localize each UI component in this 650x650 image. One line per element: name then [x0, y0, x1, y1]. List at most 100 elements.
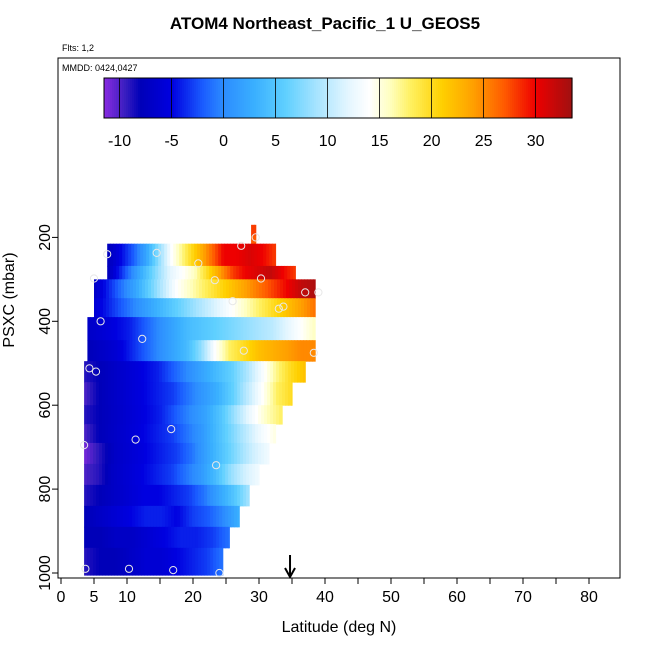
- heatmap-cell-r16: [153, 526, 157, 549]
- heatmap-cell-r2: [260, 243, 264, 267]
- heatmap-cell-r5: [241, 298, 245, 318]
- heatmap-cell-r5: [94, 298, 98, 318]
- x-tick-label: 70: [514, 589, 532, 606]
- heatmap-cell-r5: [130, 298, 134, 318]
- heatmap-cell-r10: [231, 405, 235, 425]
- heatmap-cell-r17: [132, 547, 136, 576]
- heatmap-cell-r8: [213, 361, 217, 383]
- heatmap-cell-r8: [132, 361, 136, 383]
- heatmap-cell-r9: [114, 382, 118, 406]
- colorbar-segment: [506, 78, 509, 118]
- heatmap-cell-r6: [198, 317, 202, 341]
- heatmap-cell-r5: [307, 298, 311, 318]
- heatmap-cell-r11: [150, 424, 154, 444]
- heatmap-cell-r17: [117, 547, 121, 576]
- heatmap-cell-r10: [159, 405, 163, 425]
- heatmap-cell-r15: [183, 505, 187, 528]
- heatmap-cell-r11: [270, 424, 274, 444]
- heatmap-cell-r2: [116, 243, 120, 267]
- heatmap-cell-r9: [237, 382, 241, 406]
- heatmap-cell-r15: [213, 505, 217, 528]
- heatmap-cell-r10: [180, 405, 184, 425]
- heatmap-cell-r7: [123, 340, 127, 362]
- colorbar-segment: [342, 78, 345, 118]
- heatmap-cell-r12: [258, 442, 262, 465]
- heatmap-cell-r8: [153, 361, 157, 383]
- heatmap-cell-r11: [177, 424, 181, 444]
- heatmap-cell-r6: [267, 317, 271, 341]
- colorbar-segment: [278, 78, 281, 118]
- heatmap-cell-r14: [237, 484, 241, 507]
- heatmap-cell-r14: [159, 484, 163, 507]
- heatmap-cell-r9: [84, 382, 88, 406]
- heatmap-cell-r6: [231, 317, 235, 341]
- colorbar-segment: [246, 78, 249, 118]
- colorbar-segment: [478, 78, 481, 118]
- heatmap-cell-r13: [162, 463, 166, 486]
- heatmap-cell-r10: [186, 405, 190, 425]
- heatmap-cell-r8: [276, 361, 280, 383]
- heatmap-cell-r14: [204, 484, 208, 507]
- heatmap-cell-r5: [232, 298, 236, 318]
- heatmap-cell-r14: [147, 484, 151, 507]
- colorbar-tick-label: 30: [527, 133, 545, 150]
- heatmap-cell-r17: [189, 547, 193, 576]
- heatmap-cell-r10: [171, 405, 175, 425]
- colorbar-frame: [103, 77, 573, 119]
- heatmap-cell-r6: [180, 317, 184, 341]
- heatmap-cell-r7: [189, 340, 193, 362]
- heatmap-cell-r12: [207, 442, 211, 465]
- heatmap-cell-r3: [176, 265, 180, 280]
- colorbar-segment: [410, 78, 413, 118]
- heatmap-cell-r12: [84, 442, 88, 465]
- heatmap-cell-r10: [195, 405, 199, 425]
- heatmap-cell-r13: [252, 463, 256, 486]
- heatmap-cell-r3: [245, 265, 249, 280]
- heatmap-cell-r4: [247, 279, 251, 299]
- heatmap-cell-r7: [132, 340, 136, 362]
- heatmap-cell-r7: [291, 340, 295, 362]
- heatmap-cell-r5: [268, 298, 272, 318]
- colorbar-segment: [194, 78, 197, 118]
- data-point: [301, 288, 310, 297]
- colorbar-segment: [394, 78, 397, 118]
- y-tick-label: 1000: [37, 555, 54, 591]
- heatmap-cell-r16: [222, 526, 226, 549]
- heatmap-cell-r13: [207, 463, 211, 486]
- colorbar-segment: [488, 78, 491, 118]
- heatmap-cell-r10: [264, 405, 268, 425]
- data-point: [96, 317, 105, 326]
- heatmap-cell-r16: [138, 526, 142, 549]
- heatmap-cell-r2: [191, 243, 195, 267]
- heatmap-cell-r14: [222, 484, 226, 507]
- heatmap-cell-r6: [234, 317, 238, 341]
- data-point: [239, 346, 248, 355]
- data-point: [314, 288, 323, 297]
- heatmap-cell-r2: [137, 243, 141, 267]
- heatmap-cell-r9: [183, 382, 187, 406]
- colorbar-segment: [212, 78, 215, 118]
- heatmap-cell-r2: [155, 243, 159, 267]
- heatmap-cell-r12: [171, 442, 175, 465]
- colorbar-segment: [242, 78, 245, 118]
- heatmap-cell-r8: [93, 361, 97, 383]
- colorbar-segment: [276, 78, 279, 118]
- colorbar-segment: [392, 78, 395, 118]
- heatmap-cell-r17: [126, 547, 130, 576]
- heatmap-cell-r6: [201, 317, 205, 341]
- colorbar-segment: [536, 78, 539, 118]
- heatmap-cell-r15: [135, 505, 139, 528]
- heatmap-cell-r8: [90, 361, 94, 383]
- heatmap-cell-r8: [156, 361, 160, 383]
- heatmap-cell-r12: [93, 442, 97, 465]
- heatmap-cell-r5: [244, 298, 248, 318]
- data-point: [256, 274, 266, 283]
- colorbar-segment: [560, 78, 563, 118]
- heatmap-cell-r7: [264, 340, 268, 362]
- heatmap-cell-r5: [256, 298, 260, 318]
- heatmap-cell-r8: [159, 361, 163, 383]
- heatmap-cell-r7: [273, 340, 277, 362]
- data-point: [210, 276, 219, 285]
- heatmap-cell-r6: [192, 317, 196, 341]
- heatmap-cell-r9: [225, 382, 229, 406]
